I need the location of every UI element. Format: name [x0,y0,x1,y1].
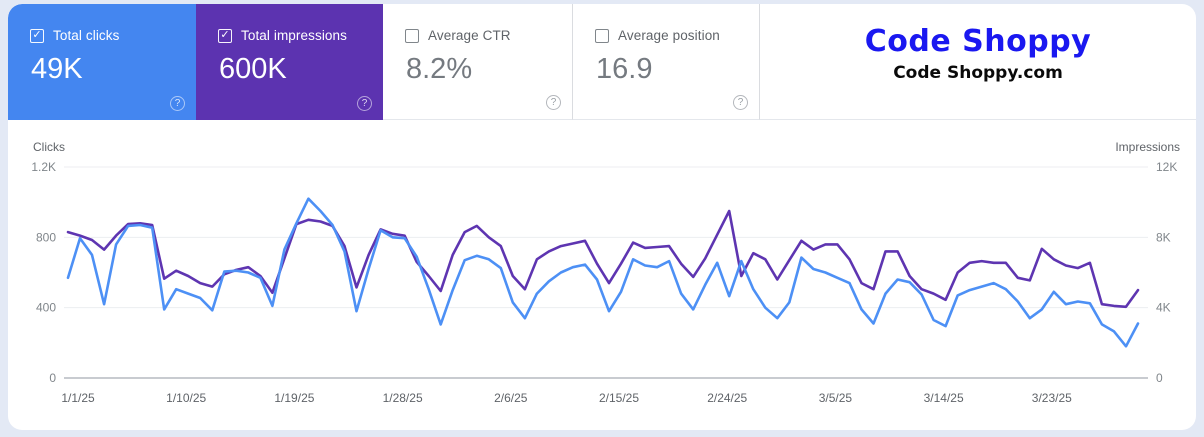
total-impressions-value: 600K [219,53,287,85]
card-average-ctr[interactable]: ✓ Average CTR 8.2% ? [383,4,573,120]
x-axis-date-label: 2/6/25 [494,391,528,405]
clicks-line[interactable] [66,197,1140,348]
card-label-row: ✓ Total clicks [30,28,196,43]
left-axis-tick: 1.2K [31,160,56,174]
right-axis-tick: 12K [1156,160,1177,174]
branding-block: Code Shoppy Code Shoppy.com [760,4,1196,120]
brand-title: Code Shoppy [864,24,1092,59]
x-axis-date-label: 2/15/25 [599,391,639,405]
total-clicks-value: 49K [31,53,83,85]
left-axis-tick: 0 [49,371,56,385]
clicks-checkbox[interactable]: ✓ [30,28,44,43]
card-label-row: ✓ Average position [595,28,759,43]
card-average-position[interactable]: ✓ Average position 16.9 ? [573,4,760,120]
card-label-row: ✓ Average CTR [405,28,572,43]
impressions-line[interactable] [66,209,1140,309]
card-label-row: ✓ Total impressions [218,28,383,43]
position-checkbox[interactable]: ✓ [595,28,609,43]
x-axis-date-label: 1/19/25 [274,391,314,405]
help-icon[interactable]: ? [357,96,372,111]
clicks-impressions-line-chart[interactable]: 0 0 400 4K 800 8K 1.2K 12K 1/1/25 1/10/25 1/19/25 1… [8,120,1196,430]
performance-chart: Clicks Impressions 0 0 400 4K 800 8K 1.2K 12K 1/… [8,120,1196,430]
impressions-checkbox[interactable]: ✓ [218,28,232,43]
card-total-impressions[interactable]: ✓ Total impressions 600K ? [196,4,383,120]
x-axis-date-label: 1/10/25 [166,391,206,405]
left-axis-title: Clicks [33,140,65,154]
card-label: Average position [618,28,720,43]
performance-panel: ✓ Total clicks 49K ? ✓ Total impressions… [8,4,1196,430]
right-axis-tick: 4K [1156,301,1171,315]
check-icon: ✓ [220,29,230,41]
average-position-value: 16.9 [596,53,653,85]
card-label: Average CTR [428,28,511,43]
right-axis-title: Impressions [1115,140,1180,154]
right-axis-tick: 0 [1156,371,1163,385]
x-axis-date-label: 3/5/25 [819,391,853,405]
card-label: Total impressions [241,28,347,43]
brand-subtitle: Code Shoppy.com [893,63,1063,83]
average-ctr-value: 8.2% [406,53,473,85]
help-icon[interactable]: ? [170,96,185,111]
help-icon[interactable]: ? [733,95,748,110]
card-total-clicks[interactable]: ✓ Total clicks 49K ? [8,4,196,120]
check-icon: ✓ [32,29,42,41]
ctr-checkbox[interactable]: ✓ [405,28,419,43]
card-label: Total clicks [53,28,120,43]
right-axis-tick: 8K [1156,230,1171,244]
left-axis-tick: 400 [36,301,56,315]
x-axis-date-label: 2/24/25 [707,391,747,405]
left-axis-tick: 800 [36,230,56,244]
x-axis-date-label: 1/28/25 [383,391,423,405]
help-icon[interactable]: ? [546,95,561,110]
x-axis-date-label: 3/23/25 [1032,391,1072,405]
x-axis-date-label: 3/14/25 [924,391,964,405]
metric-cards-row: ✓ Total clicks 49K ? ✓ Total impressions… [8,4,1196,120]
x-axis-date-label: 1/1/25 [61,391,95,405]
